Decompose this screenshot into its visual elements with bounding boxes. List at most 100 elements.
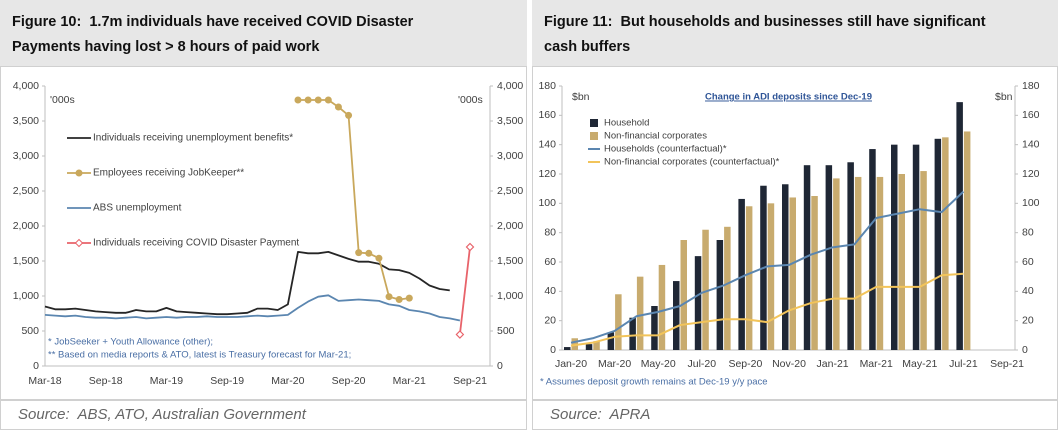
bar [898,174,905,350]
y2-tick-label: 3,500 [497,115,523,127]
x-tick-label: Mar-19 [150,375,183,387]
y2-tick-label: 160 [1022,109,1040,121]
legend-label: Individuals receiving COVID Disaster Pay… [93,238,299,249]
legend-label: Individuals receiving unemployment benef… [93,133,293,144]
point [395,296,403,303]
footer-band [0,400,527,430]
bar [912,144,920,350]
y-tick-label: 0 [550,344,556,356]
legend-label: Non-financial corporates (counterfactual… [604,157,780,168]
point [365,249,373,257]
x-tick-label: Jul-21 [949,358,978,370]
source: Source: APRA [550,406,650,423]
y-tick-label: 3,500 [13,115,39,127]
y-tick-label: 100 [538,197,556,209]
y-tick-label: 500 [21,325,39,337]
bar [636,276,644,350]
y2-tick-label: 500 [497,325,515,337]
footer-band [532,400,1058,430]
bar [767,203,775,350]
bar [658,264,666,350]
legend-label: ABS unemployment [93,203,182,214]
point [324,96,332,104]
line [44,251,450,316]
x-tick-label: Sep-21 [990,358,1024,370]
x-tick-label: Mar-21 [860,358,893,370]
bar [724,226,731,350]
bar [847,162,854,350]
bar [942,137,949,350]
bar [811,196,818,350]
bar [694,256,702,350]
x-tick-label: Mar-20 [271,375,304,387]
bar [782,184,789,350]
y-tick-label: 60 [544,256,556,268]
note: * JobSeeker + Youth Allowance (other); [48,337,213,348]
bar [833,178,840,350]
x-tick-label: Sep-21 [453,375,487,387]
bar [825,165,833,350]
bar [876,176,884,350]
x-tick-label: Jul-20 [687,358,716,370]
point [385,293,393,301]
bar [680,240,687,350]
note: * Assumes deposit growth remains at Dec-… [540,377,768,388]
point [405,294,413,302]
y2-tick-label: 1,500 [497,255,523,267]
point [455,330,465,339]
chart-subtitle: Change in ADI deposits since Dec-19 [705,92,872,103]
y2-tick-label: 100 [1022,197,1040,209]
x-tick-label: Jan-20 [555,358,587,370]
legend-marker [74,238,84,248]
note: ** Based on media reports & ATO, latest … [48,350,351,361]
y-tick-label: 1,500 [13,255,39,267]
bar [789,197,796,350]
point [345,111,353,119]
x-tick-label: Sep-18 [89,375,123,387]
y2-tick-label: 4,000 [497,80,523,92]
header-band [532,0,1058,66]
y2-tick-label: 180 [1022,80,1040,92]
source: Source: ABS, ATO, Australian Government [18,406,307,423]
bar [803,165,811,350]
bar [651,306,658,350]
bar [869,149,876,350]
chart-title: cash buffers [544,39,630,55]
bar [920,171,927,350]
x-tick-label: Nov-20 [772,358,806,370]
bar [854,176,862,350]
point [375,254,383,262]
point [294,96,302,104]
y2-tick-label: 120 [1022,168,1040,180]
y-tick-label: 20 [544,314,556,326]
y2-tick-label: 20 [1022,314,1034,326]
line [458,246,471,335]
bar [593,341,600,350]
chart-title: Payments having lost > 8 hours of paid w… [12,39,320,55]
y2-tick-label: 2,500 [497,185,523,197]
y-tick-label: 120 [538,168,556,180]
y-tick-label: 140 [538,138,556,150]
legend-swatch [590,132,598,140]
x-tick-label: Sep-20 [332,375,366,387]
y-tick-label: 180 [538,80,556,92]
y-tick-label: 40 [544,285,556,297]
y2-unit: '000s [458,94,483,106]
bar [738,198,745,350]
y-tick-label: 4,000 [13,80,39,92]
y-tick-label: 0 [33,360,39,372]
y2-tick-label: 3,000 [497,150,523,162]
x-tick-label: Mar-20 [598,358,631,370]
x-tick-label: Jan-21 [817,358,849,370]
x-tick-label: May-21 [902,358,937,370]
bar [615,294,622,350]
x-tick-label: May-20 [641,358,676,370]
panel-frame [0,66,527,400]
y-unit: $bn [572,91,590,103]
x-tick-label: Sep-19 [210,375,244,387]
legend-label: Employees receiving JobKeeper** [93,168,244,179]
legend-marker [75,169,83,177]
y2-tick-label: 2,000 [497,220,523,232]
bar [745,206,753,350]
